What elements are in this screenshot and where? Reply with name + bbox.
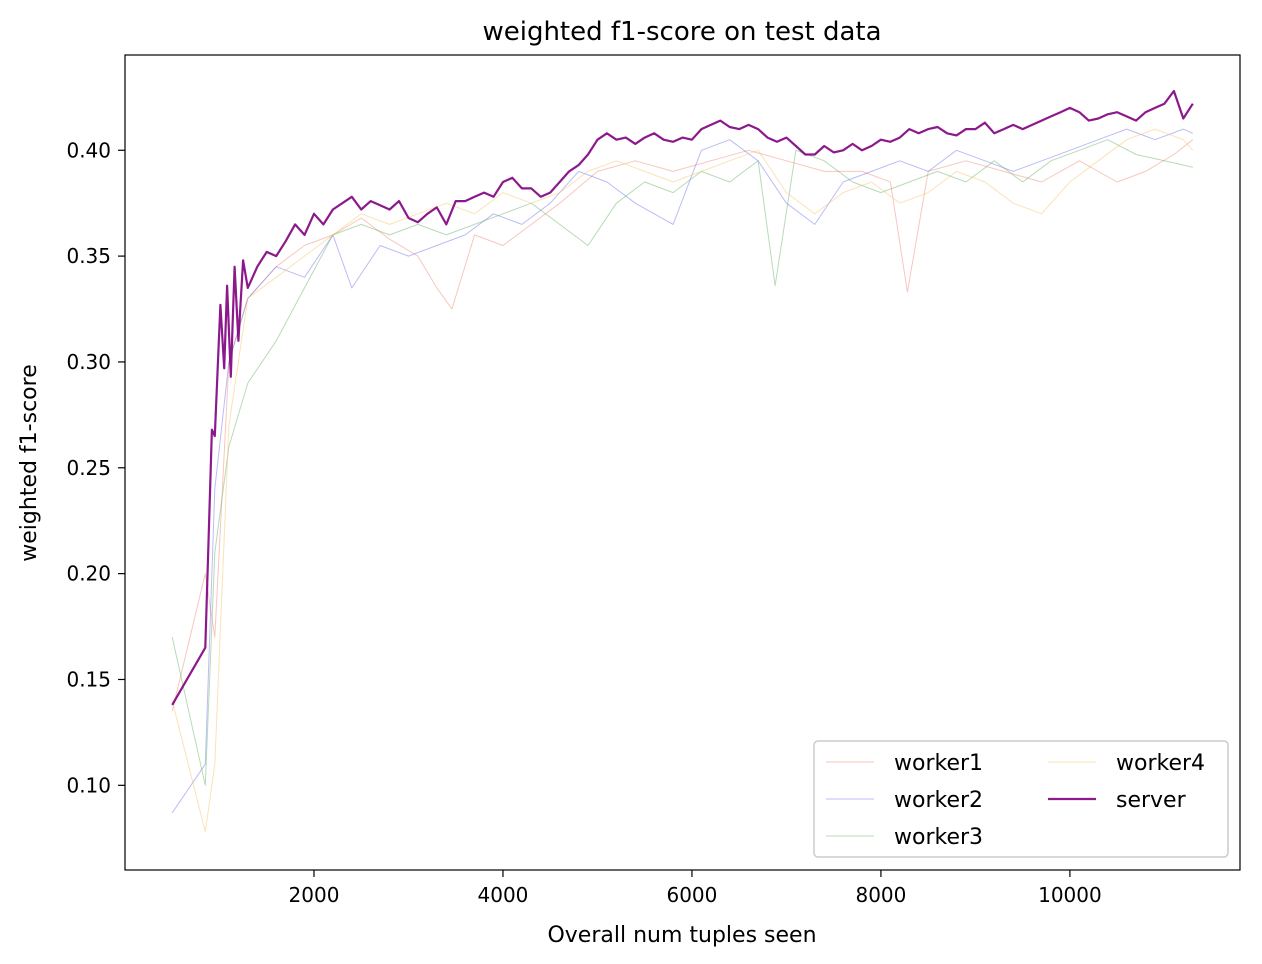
y-tick-label: 0.10	[66, 773, 111, 797]
x-tick-label: 8000	[855, 883, 906, 907]
y-axis-ticks: 0.10 0.15 0.20 0.25 0.30 0.35 0.40	[66, 138, 125, 797]
x-tick-label: 6000	[666, 883, 717, 907]
legend-label-worker3: worker3	[894, 825, 983, 850]
y-tick-label: 0.20	[66, 562, 111, 586]
plot-lines	[171, 89, 1194, 833]
x-axis-label: Overall num tuples seen	[547, 923, 816, 948]
legend-label-worker2: worker2	[894, 788, 983, 813]
chart-title: weighted f1-score on test data	[482, 17, 881, 47]
y-tick-label: 0.15	[66, 667, 111, 691]
series-line-server	[171, 89, 1194, 706]
x-tick-label: 10000	[1038, 883, 1102, 907]
y-tick-label: 0.25	[66, 456, 111, 480]
legend-label-worker4: worker4	[1116, 751, 1205, 776]
x-axis-ticks: 2000 4000 6000 8000 10000	[289, 870, 1102, 907]
y-tick-label: 0.40	[66, 138, 111, 162]
plot-frame	[124, 54, 1241, 871]
x-tick-label: 4000	[478, 883, 529, 907]
legend-label-worker1: worker1	[894, 751, 983, 776]
legend-label-server: server	[1116, 788, 1187, 813]
series-line-worker2	[171, 128, 1194, 814]
series-line-worker3	[171, 139, 1193, 786]
y-tick-label: 0.30	[66, 350, 111, 374]
legend-box	[813, 740, 1229, 858]
series-line-worker1	[171, 139, 1194, 712]
x-tick-label: 2000	[289, 883, 340, 907]
y-tick-label: 0.35	[66, 244, 111, 268]
y-axis-label: weighted f1-score	[17, 364, 42, 561]
legend: worker1 worker2 worker3 worker4 server	[813, 740, 1229, 858]
legend-entries: worker1 worker2 worker3 worker4 server	[826, 751, 1205, 850]
series-line-worker4	[171, 128, 1194, 833]
